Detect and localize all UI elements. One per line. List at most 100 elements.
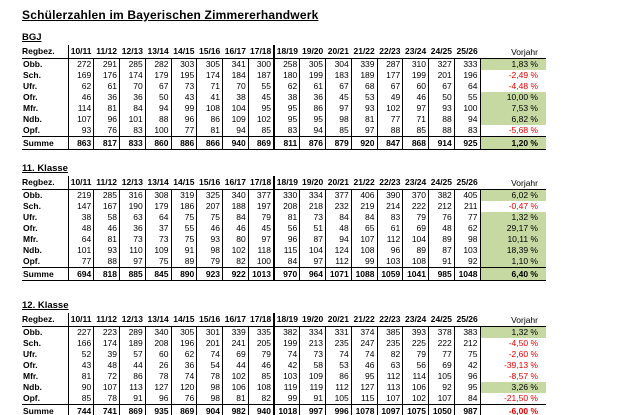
table-section-2: 11. Klasse Regbez. 10/11 11/12 12/13 13/14 14/… <box>22 163 620 281</box>
region-label: Ndb. <box>22 114 69 125</box>
value-cell: 102 <box>377 103 404 114</box>
value-cell: 103 <box>454 245 481 256</box>
value-cell: 232 <box>325 201 352 212</box>
value-cell: 102 <box>222 245 249 256</box>
value-cell: 207 <box>196 201 223 212</box>
value-cell: 92 <box>454 256 481 268</box>
year-column-header: 20/21 <box>325 313 352 327</box>
table-section-1: BGJ Regbez. 10/11 11/12 12/13 13/14 14/15 15/16… <box>22 32 620 150</box>
delta-column-header: Δ zumVorjahr <box>480 45 546 59</box>
total-label: Summe <box>22 267 69 281</box>
header-row: Regbez. 10/11 11/12 12/13 13/14 14/15 15/16 16/… <box>22 45 546 59</box>
value-cell: 69 <box>222 349 249 360</box>
delta-cell: 18,39 % <box>480 245 546 256</box>
value-cell: 87 <box>299 234 326 245</box>
value-cell: 83 <box>454 125 481 137</box>
region-label: Ofr. <box>22 223 69 234</box>
region-label: Opf. <box>22 256 69 268</box>
value-cell: 95 <box>351 371 378 382</box>
year-column-header: 16/17 <box>222 313 249 327</box>
tables-container: BGJ Regbez. 10/11 11/12 12/13 13/14 14/15 15/16… <box>0 32 620 415</box>
value-cell: 114 <box>402 371 429 382</box>
value-cell: 390 <box>377 189 404 201</box>
value-cell: 97 <box>325 103 352 114</box>
value-cell: 55 <box>454 92 481 103</box>
table-row: Sch. 169 176 174 179 195 174 184 187 180 199 183 189… <box>22 70 546 81</box>
value-cell: 75 <box>196 212 223 223</box>
value-cell: 316 <box>119 189 146 201</box>
value-cell: 62 <box>274 81 301 92</box>
table-row: Ufr. 52 39 57 60 62 74 69 79 74 73 74 74 82 79 77 75 -2,6… <box>22 349 546 360</box>
value-cell: 222 <box>428 338 455 349</box>
value-cell: 91 <box>428 256 455 268</box>
value-cell: 310 <box>402 58 429 70</box>
delta-header-line2: Vorjahr <box>511 47 538 57</box>
delta-cell: 29,17 % <box>480 223 546 234</box>
value-cell: 818 <box>93 267 120 281</box>
value-cell: 186 <box>171 201 198 212</box>
value-cell: 113 <box>377 382 404 393</box>
value-cell: 247 <box>351 338 378 349</box>
value-cell: 382 <box>274 326 301 338</box>
value-cell: 208 <box>145 338 172 349</box>
value-cell: 811 <box>274 136 301 150</box>
value-cell: 41 <box>196 92 223 103</box>
value-cell: 43 <box>68 360 95 371</box>
value-cell: 212 <box>454 338 481 349</box>
delta-header-text: Δ zumVorjahr <box>511 313 538 325</box>
value-cell: 199 <box>402 70 429 81</box>
year-column-header: 19/20 <box>299 313 326 327</box>
value-cell: 183 <box>325 70 352 81</box>
value-cell: 219 <box>68 189 95 201</box>
value-cell: 92 <box>428 382 455 393</box>
year-column-header: 25/26 <box>454 176 480 190</box>
value-cell: 36 <box>119 92 146 103</box>
value-cell: 94 <box>299 125 326 137</box>
value-cell: 70 <box>222 81 249 92</box>
value-cell: 179 <box>145 70 172 81</box>
value-cell: 69 <box>428 360 455 371</box>
table-row: Mfr. 64 81 73 73 75 93 80 97 96 87 94 107 112 104 89 98 1… <box>22 234 546 245</box>
value-cell: 304 <box>325 58 352 70</box>
value-cell: 39 <box>93 349 120 360</box>
delta-cell: 3,26 % <box>480 382 546 393</box>
table-row: Obb. 272 291 285 282 303 305 341 300 258 305 304 339… <box>22 58 546 70</box>
value-cell: 48 <box>93 360 120 371</box>
value-cell: 174 <box>119 70 146 81</box>
value-cell: 305 <box>196 58 223 70</box>
value-cell: 868 <box>402 136 429 150</box>
region-label: Ofr. <box>22 92 69 103</box>
region-label: Obb. <box>22 326 69 338</box>
value-cell: 1071 <box>325 267 352 281</box>
value-cell: 370 <box>402 189 429 201</box>
value-cell: 78 <box>196 371 223 382</box>
year-column-header: 24/25 <box>428 45 455 59</box>
value-cell: 93 <box>68 125 95 137</box>
value-cell: 285 <box>119 58 146 70</box>
value-cell: 385 <box>377 326 404 338</box>
year-column-header: 14/15 <box>171 313 197 327</box>
value-cell: 997 <box>299 404 326 415</box>
delta-column-header: Δ zumVorjahr <box>480 176 546 190</box>
year-column-header: 10/11 <box>68 176 94 190</box>
value-cell: 97 <box>402 103 429 114</box>
delta-header-line1: Δ zum <box>514 45 538 47</box>
value-cell: 77 <box>68 256 95 268</box>
value-cell: 1097 <box>377 404 404 415</box>
value-cell: 73 <box>299 212 326 223</box>
value-cell: 96 <box>377 245 404 256</box>
delta-cell: -4,50 % <box>508 338 538 348</box>
value-cell: 235 <box>325 338 352 349</box>
value-cell: 845 <box>145 267 172 281</box>
year-column-header: 12/13 <box>119 313 146 327</box>
value-cell: 49 <box>377 92 404 103</box>
value-cell: 76 <box>428 212 455 223</box>
value-cell: 44 <box>222 360 249 371</box>
year-column-header: 21/22 <box>351 313 377 327</box>
delta-cell: -2,60 % <box>508 349 538 359</box>
value-cell: 333 <box>454 58 481 70</box>
value-cell: 84 <box>119 103 146 114</box>
value-cell: 108 <box>402 256 429 268</box>
value-cell: 925 <box>454 136 481 150</box>
